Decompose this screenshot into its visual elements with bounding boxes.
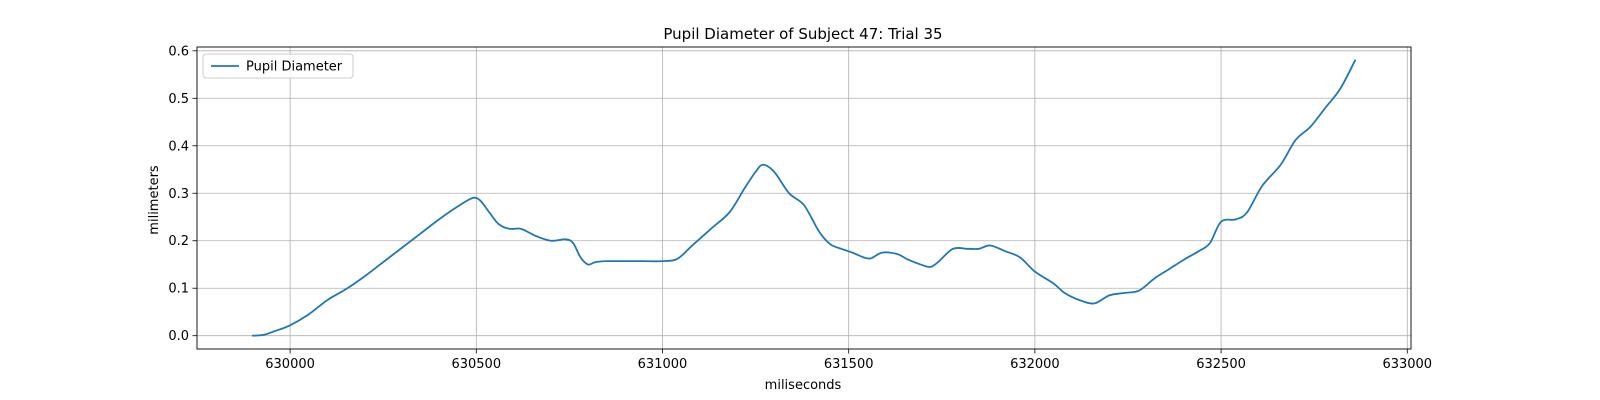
y-axis: 0.0 0.1 0.2 0.3 0.4 0.5 0.6: [168, 44, 197, 344]
x-axis: 630000 630500 631000 631500 632000 632500 6330…: [265, 349, 1432, 372]
x-tick-label: 633000: [1382, 357, 1432, 372]
plot-background: [197, 47, 1411, 349]
y-axis-label: milimeters: [147, 165, 162, 235]
y-tick-label: 0.4: [168, 139, 189, 154]
x-tick-label: 631500: [824, 357, 874, 372]
axes-border: [196, 46, 1412, 350]
y-tick-label: 0.5: [168, 92, 189, 107]
x-tick-label: 630000: [265, 357, 315, 372]
axes-frame: [196, 46, 1412, 350]
x-tick-label: 630500: [451, 357, 501, 372]
legend-box: [202, 53, 354, 79]
legend: Pupil Diameter: [202, 53, 354, 79]
y-tick-label: 0.3: [168, 187, 189, 202]
x-axis-label: miliseconds: [765, 378, 842, 393]
x-tick-label: 632500: [1196, 357, 1246, 372]
y-tick-label: 0.0: [168, 329, 189, 344]
series-layer: [251, 59, 1357, 337]
pupil-diameter-line: [251, 59, 1357, 337]
grid-lines: [197, 47, 1411, 349]
plot-area: [197, 47, 1411, 349]
chart-title: Pupil Diameter of Subject 47: Trial 35: [663, 25, 942, 43]
legend-label: Pupil Diameter: [246, 60, 343, 75]
y-tick-label: 0.6: [168, 44, 189, 59]
x-tick-label: 631000: [638, 357, 688, 372]
y-tick-label: 0.1: [168, 282, 189, 297]
y-tick-label: 0.2: [168, 234, 189, 249]
x-tick-label: 632000: [1010, 357, 1060, 372]
